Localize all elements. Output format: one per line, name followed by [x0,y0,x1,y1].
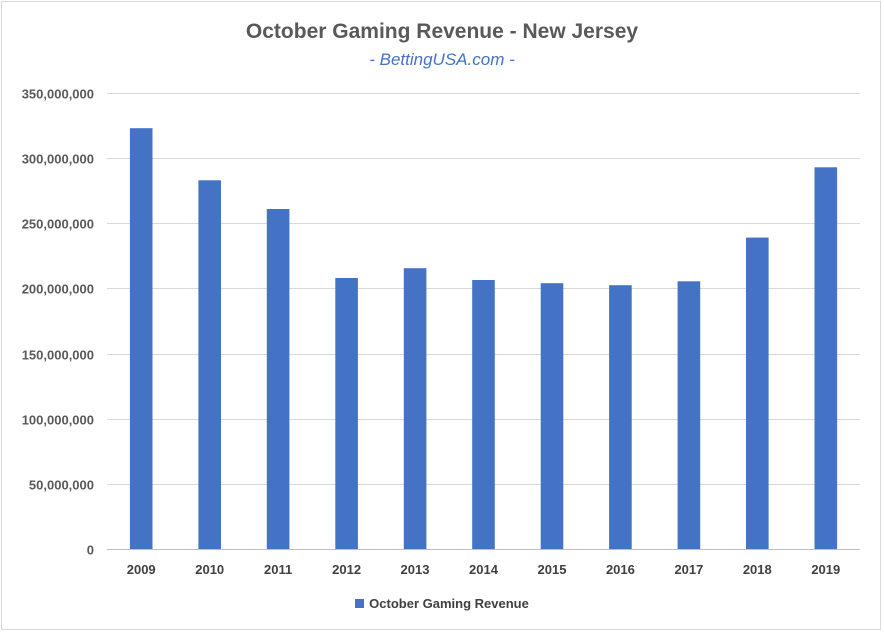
x-tick-label: 2015 [538,562,567,577]
y-tick-label: 150,000,000 [22,348,94,363]
y-tick-label: 50,000,000 [29,478,94,493]
y-tick-label: 0 [87,543,94,558]
x-tick-label: 2016 [606,562,635,577]
legend-label: October Gaming Revenue [369,596,529,611]
x-tick-label: 2010 [195,562,224,577]
bar-2017 [677,281,701,549]
x-tick-label: 2009 [127,562,156,577]
bar-2012 [335,278,358,549]
x-tick-label: 2018 [743,562,772,577]
legend-swatch [355,599,365,608]
bar-2010 [198,180,221,550]
y-tick-label: 250,000,000 [22,217,94,232]
x-axis-ticks: 2009 2010 2011 2012 2013 2014 2015 2016 2017 2018… [127,562,841,577]
y-tick-label: 200,000,000 [22,282,94,297]
chart-title: October Gaming Revenue - New Jersey [245,20,639,43]
x-tick-label: 2011 [264,562,292,577]
bar-2011 [266,209,290,549]
x-tick-label: 2013 [401,562,430,577]
y-tick-label: 350,000,000 [22,87,94,102]
x-tick-label: 2017 [674,562,703,577]
bar-2009 [129,128,153,549]
bar-2018 [746,237,769,549]
y-tick-label: 100,000,000 [22,413,94,428]
x-tick-label: 2012 [332,562,361,577]
x-tick-label: 2014 [469,562,499,577]
bar-2014 [472,280,495,549]
chart-subtitle: - BettingUSA.com - [369,50,515,69]
x-tick-label: 2019 [811,562,840,577]
bar-2013 [403,268,427,549]
y-tick-label: 300,000,000 [22,152,94,167]
y-axis-ticks: 0 50,000,000 100,000,000 150,000,000 200,000… [22,87,94,558]
bar-2016 [609,285,632,549]
legend: October Gaming Revenue [0,596,884,611]
bars [129,128,838,550]
bar-2019 [814,167,838,550]
bar-2015 [540,283,564,549]
